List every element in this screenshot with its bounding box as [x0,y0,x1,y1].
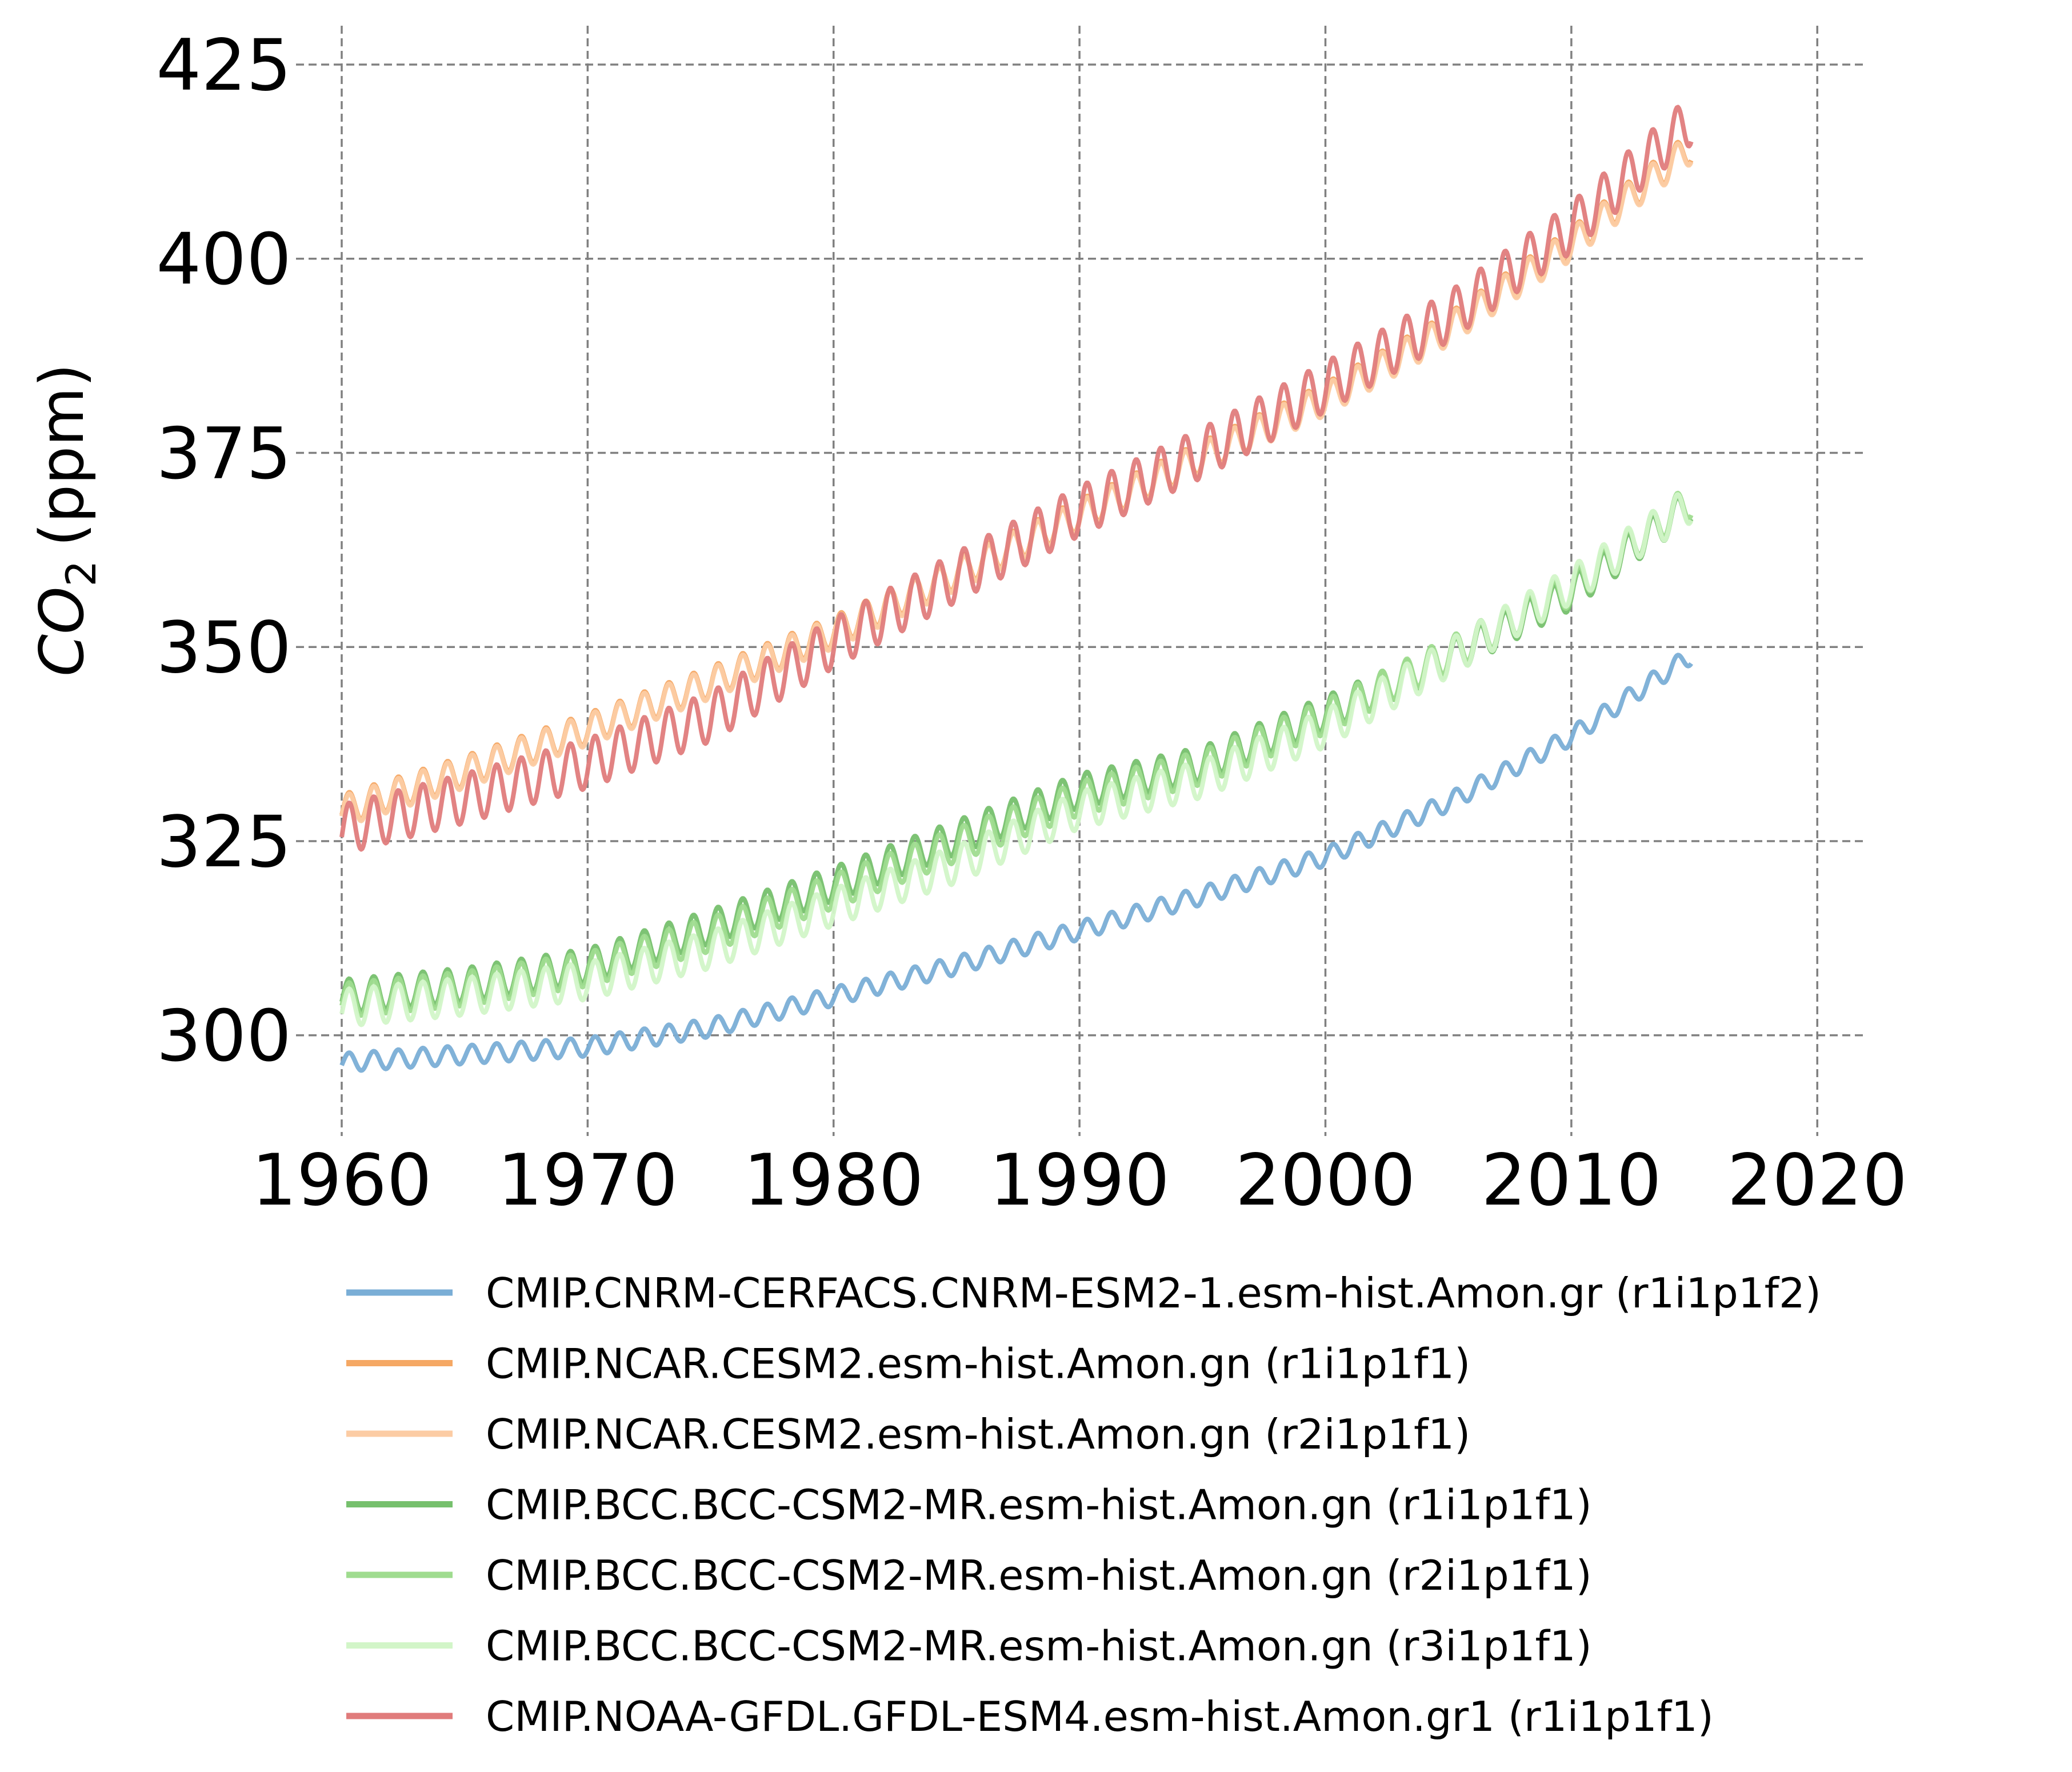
x-tick-label: 1980 [743,1139,924,1222]
legend: CMIP.CNRM-CERFACS.CNRM-ESM2-1.esm-hist.A… [346,1269,1821,1741]
x-tick-label: 2020 [1727,1139,1907,1222]
y-axis-label: CO2 (ppm) [27,363,105,677]
legend-label: CMIP.NOAA-GFDL.GFDL-ESM4.esm-hist.Amon.g… [486,1693,1714,1741]
y-tick-labels: 300 325 350 375 400 425 [156,25,291,1078]
y-gridlines [296,63,1864,1037]
series-line-6 [339,492,1694,1027]
y-tick-label: 325 [156,801,291,883]
legend-label: CMIP.BCC.BCC-CSM2-MR.esm-hist.Amon.gn (r… [486,1481,1592,1529]
y-tick-label: 425 [156,25,291,107]
y-tick-label: 375 [156,413,291,495]
legend-label: CMIP.CNRM-CERFACS.CNRM-ESM2-1.esm-hist.A… [486,1269,1821,1317]
y-tick-label: 400 [156,219,291,301]
x-tick-label: 1990 [989,1139,1170,1222]
legend-label: CMIP.NCAR.CESM2.esm-hist.Amon.gn (r1i1p1… [486,1340,1470,1388]
x-tick-label: 2000 [1235,1139,1416,1222]
y-axis-label-main: CO [27,586,97,676]
x-tick-label: 1960 [251,1139,432,1222]
series-lines [339,105,1694,1073]
x-tick-labels: 1960 1970 1980 1990 2000 2010 2020 [251,1139,1907,1222]
y-axis-label-subscript: 2 [57,561,105,587]
legend-label: CMIP.NCAR.CESM2.esm-hist.Amon.gn (r2i1p1… [486,1410,1470,1458]
y-tick-label: 300 [156,995,291,1078]
legend-label: CMIP.BCC.BCC-CSM2-MR.esm-hist.Amon.gn (r… [486,1622,1592,1670]
x-tick-label: 2010 [1481,1139,1662,1222]
x-tick-label: 1970 [498,1139,678,1222]
y-tick-label: 350 [156,607,291,689]
legend-label: CMIP.BCC.BCC-CSM2-MR.esm-hist.Amon.gn (r… [486,1551,1592,1599]
series-line-7 [339,105,1694,852]
series-line-3 [339,141,1694,823]
series-line-1 [339,653,1693,1073]
series-line-2 [339,139,1694,822]
y-axis-label-unit: (ppm) [27,363,97,547]
